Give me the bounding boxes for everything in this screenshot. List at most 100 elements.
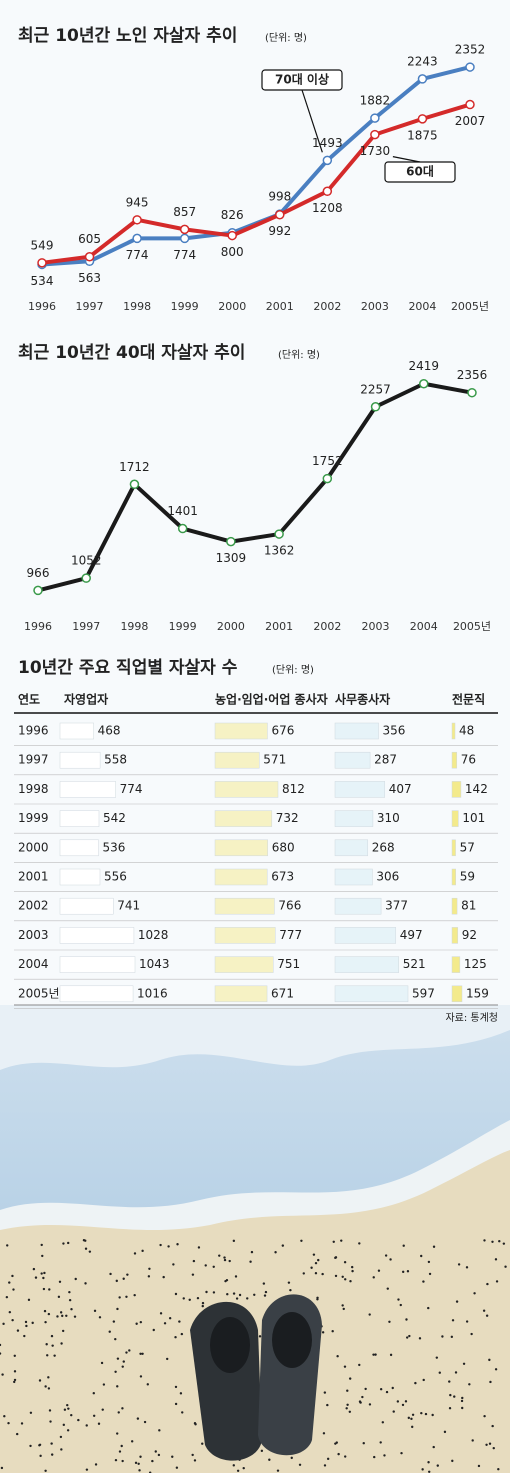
sand-dot	[494, 1258, 498, 1261]
value-cell: 521	[403, 957, 426, 971]
sand-dot	[191, 1453, 194, 1457]
data-label: 945	[126, 195, 149, 209]
sand-dot	[427, 1306, 430, 1310]
year-cell: 2004	[18, 957, 49, 971]
sand-dot	[0, 1466, 4, 1470]
sand-dot	[326, 1403, 329, 1407]
value-cell: 741	[117, 899, 140, 913]
table-bar	[214, 751, 260, 769]
sand-dot	[12, 1288, 15, 1291]
sand-dot	[42, 1276, 45, 1280]
point	[81, 573, 91, 583]
point	[179, 233, 190, 244]
data-label: 826	[221, 208, 244, 222]
value-cell: 777	[279, 928, 302, 942]
sand-dot	[44, 1320, 47, 1324]
sand-dot	[268, 1458, 271, 1461]
x-tick-label: 2003	[362, 620, 390, 633]
sand-dot	[368, 1313, 371, 1316]
value-cell: 673	[271, 870, 294, 884]
sand-dot	[451, 1319, 455, 1322]
sand-dot	[1, 1373, 4, 1376]
value-cell: 407	[389, 782, 412, 796]
sand-dot	[16, 1329, 20, 1332]
x-tick-label: 2004	[410, 620, 438, 633]
point	[179, 224, 190, 235]
sand-dot	[310, 1266, 313, 1269]
sand-dot	[441, 1335, 444, 1338]
value-cell: 1016	[137, 986, 168, 1000]
column-header: 전문직	[452, 692, 485, 707]
value-cell: 497	[400, 928, 423, 942]
value-cell: 125	[464, 957, 487, 971]
sand-dot	[39, 1454, 42, 1458]
value-cell: 671	[271, 986, 294, 1000]
value-cell: 1043	[139, 957, 170, 971]
sand-dot	[407, 1416, 411, 1420]
sand-dot	[298, 1463, 302, 1466]
sand-dot	[461, 1396, 464, 1400]
sand-dot	[27, 1298, 31, 1302]
x-tick-label: 2002	[313, 620, 341, 633]
sand-dot	[179, 1392, 183, 1395]
sand-dot	[410, 1417, 413, 1421]
column-header: 농업·임업·어업 종사자	[215, 692, 328, 707]
x-tick-label: 1998	[123, 300, 151, 313]
sand-dot	[348, 1377, 352, 1380]
sand-dot	[109, 1272, 112, 1276]
sand-dot	[23, 1334, 26, 1338]
sand-dot	[326, 1457, 330, 1461]
x-tick-label: 1996	[24, 620, 52, 633]
point	[227, 230, 237, 241]
sand-dot	[432, 1445, 435, 1449]
sand-dot	[2, 1322, 5, 1326]
sand-dot	[133, 1252, 137, 1255]
sand-dot	[85, 1424, 88, 1427]
sand-dot	[68, 1298, 72, 1302]
sand-dot	[13, 1380, 16, 1384]
table-bar	[451, 868, 456, 886]
sand-dot	[420, 1254, 423, 1258]
sand-dot	[491, 1240, 494, 1244]
value-cell: 542	[103, 811, 126, 825]
sand-dot	[166, 1357, 169, 1361]
sand-dot	[453, 1395, 456, 1398]
sand-dot	[344, 1278, 347, 1281]
point	[322, 155, 333, 166]
table-bar	[214, 781, 279, 798]
sand-dot	[175, 1466, 179, 1469]
point	[132, 215, 142, 225]
sand-dot	[41, 1254, 44, 1258]
sand-dot	[68, 1290, 71, 1294]
sand-dot	[435, 1356, 439, 1359]
sand-dot	[163, 1322, 167, 1325]
sand-dot	[494, 1368, 498, 1371]
sand-dot	[455, 1300, 459, 1303]
sand-dot	[100, 1361, 104, 1365]
sand-dot	[421, 1468, 424, 1471]
sand-dot	[40, 1272, 43, 1275]
sand-dot	[118, 1450, 122, 1453]
value-cell: 159	[466, 986, 489, 1000]
data-label: 1493	[312, 136, 343, 150]
sand-dot	[470, 1332, 473, 1336]
sand-dot	[498, 1239, 501, 1243]
sand-dot	[34, 1276, 38, 1279]
x-tick-label: 2005년	[451, 300, 489, 313]
sand-dot	[180, 1332, 184, 1336]
sand-dot	[340, 1239, 343, 1242]
sand-dot	[130, 1440, 134, 1443]
sand-dot	[212, 1291, 216, 1294]
sand-dot	[92, 1392, 95, 1395]
sand-dot	[485, 1443, 488, 1446]
table-bar	[451, 956, 461, 973]
sand-dot	[114, 1458, 118, 1462]
sand-dot	[483, 1239, 486, 1242]
sand-dot	[250, 1250, 254, 1254]
sand-dot	[401, 1270, 405, 1274]
sand-dot	[373, 1455, 376, 1459]
sand-dot	[389, 1258, 392, 1261]
x-tick-label: 1999	[169, 620, 197, 633]
sand-dot	[321, 1331, 325, 1334]
point	[33, 585, 43, 596]
